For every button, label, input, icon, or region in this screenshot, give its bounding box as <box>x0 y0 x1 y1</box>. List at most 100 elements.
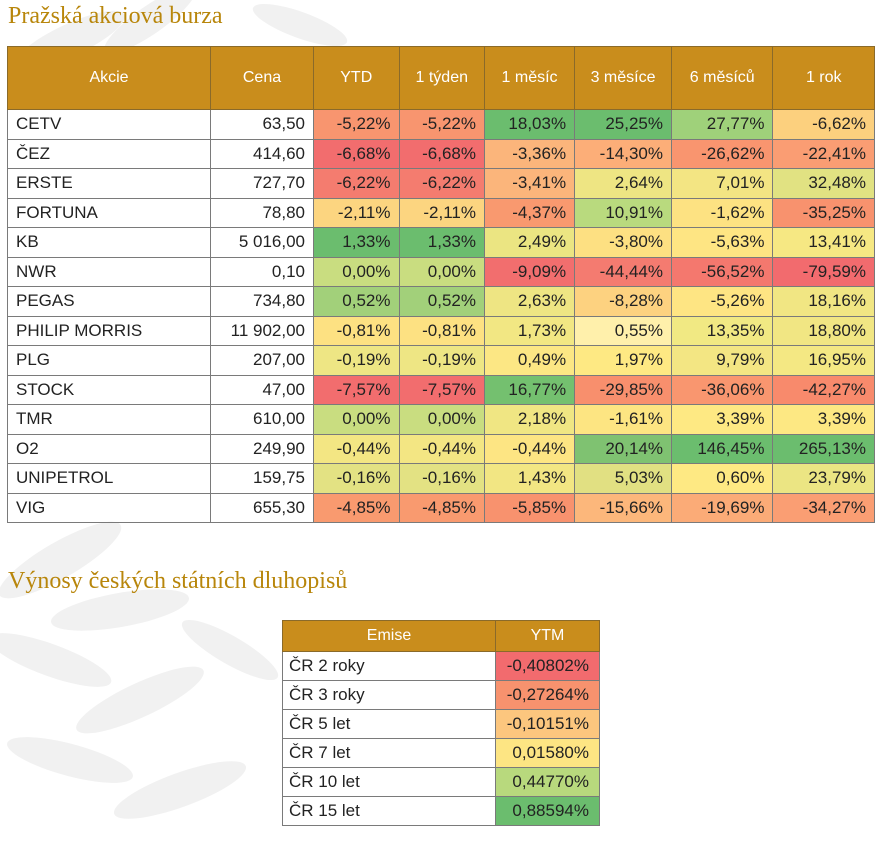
column-header: Emise <box>282 620 496 652</box>
change-cell: -5,22% <box>398 109 485 140</box>
change-cell: 18,80% <box>772 315 875 346</box>
ytm-cell: 0,01580% <box>495 738 600 768</box>
stock-price-cell: 414,60 <box>210 138 314 169</box>
change-cell: -36,06% <box>670 374 774 405</box>
ytm-cell: 0,88594% <box>495 796 600 826</box>
change-cell: -5,26% <box>670 286 774 317</box>
change-cell: -22,41% <box>772 138 875 169</box>
bond-name-cell: ČR 15 let <box>282 796 496 826</box>
change-cell: 32,48% <box>772 168 875 199</box>
stock-price-cell: 78,80 <box>210 197 314 228</box>
stock-name-cell: TMR <box>7 404 211 435</box>
change-cell: -29,85% <box>574 374 672 405</box>
change-cell: 0,00% <box>313 256 400 287</box>
table-row: VIG 655,30 -4,85% -4,85% -5,85% -15,66% -19,69… <box>7 492 875 523</box>
change-cell: 1,73% <box>483 315 576 346</box>
change-cell: 2,18% <box>483 404 576 435</box>
stock-name-cell: PHILIP MORRIS <box>7 315 211 346</box>
table-row: ČR 10 let 0,44770% <box>282 767 600 797</box>
change-cell: -4,85% <box>398 492 485 523</box>
change-cell: -9,09% <box>483 256 576 287</box>
change-cell: -56,52% <box>670 256 774 287</box>
change-cell: 10,91% <box>574 197 672 228</box>
table-row: NWR 0,10 0,00% 0,00% -9,09% -44,44% -56,52% -79… <box>7 256 875 287</box>
change-cell: -3,41% <box>483 168 576 199</box>
column-header: YTM <box>495 620 600 652</box>
change-cell: -8,28% <box>574 286 672 317</box>
change-cell: 3,39% <box>670 404 774 435</box>
change-cell: -0,44% <box>483 433 576 464</box>
change-cell: -15,66% <box>574 492 672 523</box>
table-row: PEGAS 734,80 0,52% 0,52% 2,63% -8,28% -5,26% 18… <box>7 286 875 317</box>
change-cell: -4,85% <box>313 492 400 523</box>
change-cell: -0,81% <box>398 315 485 346</box>
stock-name-cell: VIG <box>7 492 211 523</box>
change-cell: 0,00% <box>313 404 400 435</box>
change-cell: -44,44% <box>574 256 672 287</box>
change-cell: -6,68% <box>398 138 485 169</box>
table-row: ČR 3 roky -0,27264% <box>282 680 600 710</box>
change-cell: 9,79% <box>670 345 774 376</box>
table-row: ČR 5 let -0,10151% <box>282 709 600 739</box>
change-cell: -0,19% <box>398 345 485 376</box>
column-header: 1 měsíc <box>483 46 576 110</box>
bonds-table: Emise YTM ČR 2 roky -0,40802% ČR 3 roky -0,… <box>282 620 600 826</box>
stock-name-cell: NWR <box>7 256 211 287</box>
table-row: CETV 63,50 -5,22% -5,22% 18,03% 25,25% 27,77% -… <box>7 109 875 140</box>
change-cell: 25,25% <box>574 109 672 140</box>
change-cell: 27,77% <box>670 109 774 140</box>
change-cell: -0,16% <box>313 463 400 494</box>
change-cell: 0,00% <box>398 404 485 435</box>
stock-price-cell: 249,90 <box>210 433 314 464</box>
change-cell: 2,63% <box>483 286 576 317</box>
change-cell: 0,00% <box>398 256 485 287</box>
change-cell: -5,63% <box>670 227 774 258</box>
column-header: 1 týden <box>398 46 485 110</box>
bonds-section-title: Výnosy českých státních dluhopisů <box>8 568 348 594</box>
stock-price-cell: 0,10 <box>210 256 314 287</box>
table-row: PHILIP MORRIS 11 902,00 -0,81% -0,81% 1,73% 0… <box>7 315 875 346</box>
stock-price-cell: 610,00 <box>210 404 314 435</box>
change-cell: 1,33% <box>398 227 485 258</box>
change-cell: -7,57% <box>398 374 485 405</box>
table-row: ČR 7 let 0,01580% <box>282 738 600 768</box>
change-cell: -7,57% <box>313 374 400 405</box>
change-cell: 20,14% <box>574 433 672 464</box>
change-cell: -79,59% <box>772 256 875 287</box>
bond-name-cell: ČR 5 let <box>282 709 496 739</box>
change-cell: 16,77% <box>483 374 576 405</box>
table-row: KB 5 016,00 1,33% 1,33% 2,49% -3,80% -5,63% 13,… <box>7 227 875 258</box>
table-row: STOCK 47,00 -7,57% -7,57% 16,77% -29,85% -36,0… <box>7 374 875 405</box>
stock-name-cell: STOCK <box>7 374 211 405</box>
stock-name-cell: CETV <box>7 109 211 140</box>
bond-name-cell: ČR 2 roky <box>282 651 496 681</box>
change-cell: 18,16% <box>772 286 875 317</box>
table-header-row: Akcie Cena YTD 1 týden 1 měsíc 3 měsíce … <box>7 46 875 110</box>
change-cell: -6,62% <box>772 109 875 140</box>
stock-name-cell: ERSTE <box>7 168 211 199</box>
change-cell: -6,22% <box>398 168 485 199</box>
stock-name-cell: FORTUNA <box>7 197 211 228</box>
change-cell: -3,80% <box>574 227 672 258</box>
change-cell: 3,39% <box>772 404 875 435</box>
stock-price-cell: 159,75 <box>210 463 314 494</box>
change-cell: -19,69% <box>670 492 774 523</box>
change-cell: -1,62% <box>670 197 774 228</box>
change-cell: 0,60% <box>670 463 774 494</box>
stock-price-cell: 207,00 <box>210 345 314 376</box>
table-row: FORTUNA 78,80 -2,11% -2,11% -4,37% 10,91% -1,6… <box>7 197 875 228</box>
ytm-cell: -0,27264% <box>495 680 600 710</box>
change-cell: -14,30% <box>574 138 672 169</box>
table-row: ERSTE 727,70 -6,22% -6,22% -3,41% 2,64% 7,01% 3… <box>7 168 875 199</box>
change-cell: -0,16% <box>398 463 485 494</box>
stock-name-cell: ČEZ <box>7 138 211 169</box>
change-cell: 265,13% <box>772 433 875 464</box>
change-cell: -0,44% <box>313 433 400 464</box>
stocks-section-title: Pražská akciová burza <box>8 3 223 29</box>
change-cell: 1,97% <box>574 345 672 376</box>
change-cell: -0,44% <box>398 433 485 464</box>
column-header: 6 měsíců <box>670 46 774 110</box>
change-cell: 0,52% <box>398 286 485 317</box>
change-cell: 2,64% <box>574 168 672 199</box>
change-cell: 1,33% <box>313 227 400 258</box>
